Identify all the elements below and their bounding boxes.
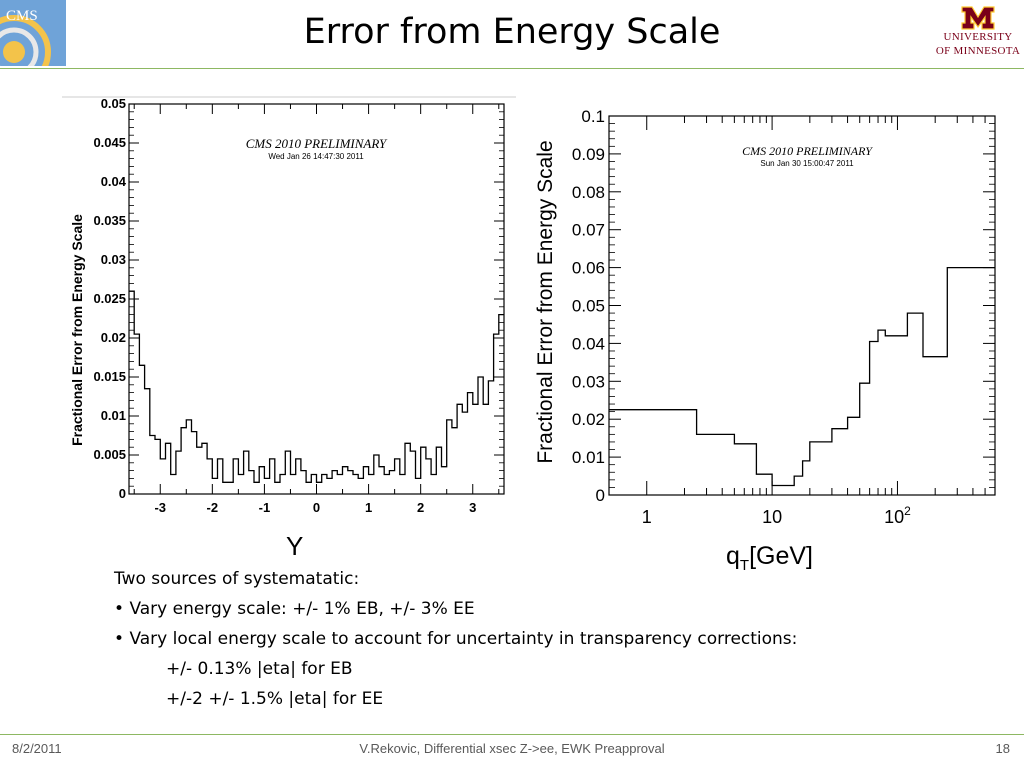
y-tick-label: 0.03 (101, 252, 126, 267)
umn-logo: UNIVERSITY OF MINNESOTA (934, 6, 1022, 66)
y-axis-label: Fractional Error from Energy Scale (534, 140, 557, 463)
y-tick-label: 0.02 (101, 330, 126, 345)
footer-date: 8/2/2011 (12, 741, 62, 756)
y-tick-label: 0.07 (572, 221, 605, 240)
x-tick-label: 1 (642, 507, 652, 527)
plot-frame (608, 115, 996, 496)
umn-text-line1: UNIVERSITY (943, 31, 1013, 43)
y-tick-label: 0.015 (93, 369, 126, 384)
y-tick-label: 0.01 (572, 448, 605, 467)
y-tick-label: 0.01 (101, 408, 126, 423)
y-tick-label: 0 (596, 486, 605, 505)
x-tick-label: -2 (207, 500, 219, 515)
y-tick-label: 0 (119, 486, 126, 501)
y-tick-label: 0.05 (572, 297, 605, 316)
systematics-text: Two sources of systematatic: Vary energy… (114, 564, 994, 714)
timestamp-label: Sun Jan 30 15:00:47 2011 (760, 159, 854, 168)
y-tick-label: 0.06 (572, 259, 605, 278)
x-tick-label: 102 (884, 504, 911, 527)
y-tick-label: 0.035 (93, 213, 126, 228)
sub-item-ee: +/-2 +/- 1.5% |eta| for EE (166, 689, 384, 709)
bullet-local-energy-scale: Vary local energy scale to account for u… (114, 624, 994, 654)
footer-title: V.Rekovic, Differential xsec Z->ee, EWK … (359, 741, 665, 756)
y-tick-label: 0.09 (572, 145, 605, 164)
y-tick-label: 0.1 (581, 107, 605, 126)
sub-item-eb: +/- 0.13% |eta| for EB (166, 659, 353, 679)
x-tick-label: 3 (469, 500, 476, 515)
cms-preliminary-label: CMS 2010 PRELIMINARY (742, 144, 873, 158)
timestamp-label: Wed Jan 26 14:47:30 2011 (268, 152, 364, 161)
x-axis-label-qt: qT[GeV] (726, 542, 813, 574)
x-tick-label: 2 (417, 500, 424, 515)
cms-logo-text: CMS (6, 8, 38, 24)
y-axis-label: Fractional Error from Energy Scale (69, 214, 85, 446)
x-tick-label: -1 (259, 500, 271, 515)
y-tick-label: 0.03 (572, 372, 605, 391)
x-tick-label: 1 (365, 500, 372, 515)
y-tick-label: 0.08 (572, 183, 605, 202)
bullet-energy-scale: Vary energy scale: +/- 1% EB, +/- 3% EE (114, 594, 994, 624)
cms-preliminary-label: CMS 2010 PRELIMINARY (246, 136, 388, 151)
umn-text-line2: OF MINNESOTA (935, 45, 1021, 57)
histogram-line (609, 266, 995, 487)
umn-m-icon (961, 6, 995, 30)
y-tick-label: 0.045 (93, 135, 126, 150)
x-tick-label: -3 (154, 500, 166, 515)
header-divider (0, 68, 1024, 69)
x-axis-label-y: Y (286, 531, 304, 561)
cms-logo: CMS (0, 0, 66, 89)
footer-divider (0, 734, 1024, 735)
y-tick-label: 0.025 (93, 291, 126, 306)
qt-error-chart: CMS 2010 PRELIMINARY Sun Jan 30 15:00:47… (534, 107, 996, 527)
y-tick-label: 0.04 (572, 334, 605, 353)
histogram-line (129, 290, 504, 483)
slide-title: Error from Energy Scale (303, 12, 721, 52)
y-tick-label: 0.04 (101, 174, 127, 189)
y-tick-label: 0.005 (93, 447, 126, 462)
y-tick-label: 0.05 (101, 96, 126, 111)
text-intro: Two sources of systematatic: (114, 569, 360, 589)
x-tick-label: 0 (313, 500, 320, 515)
page-number: 18 (995, 741, 1010, 756)
rapidity-error-chart: CMS 2010 PRELIMINARY Wed Jan 26 14:47:30… (62, 96, 516, 515)
y-tick-label: 0.02 (572, 410, 605, 429)
plot-frame (128, 103, 505, 495)
x-tick-label: 10 (762, 507, 782, 527)
